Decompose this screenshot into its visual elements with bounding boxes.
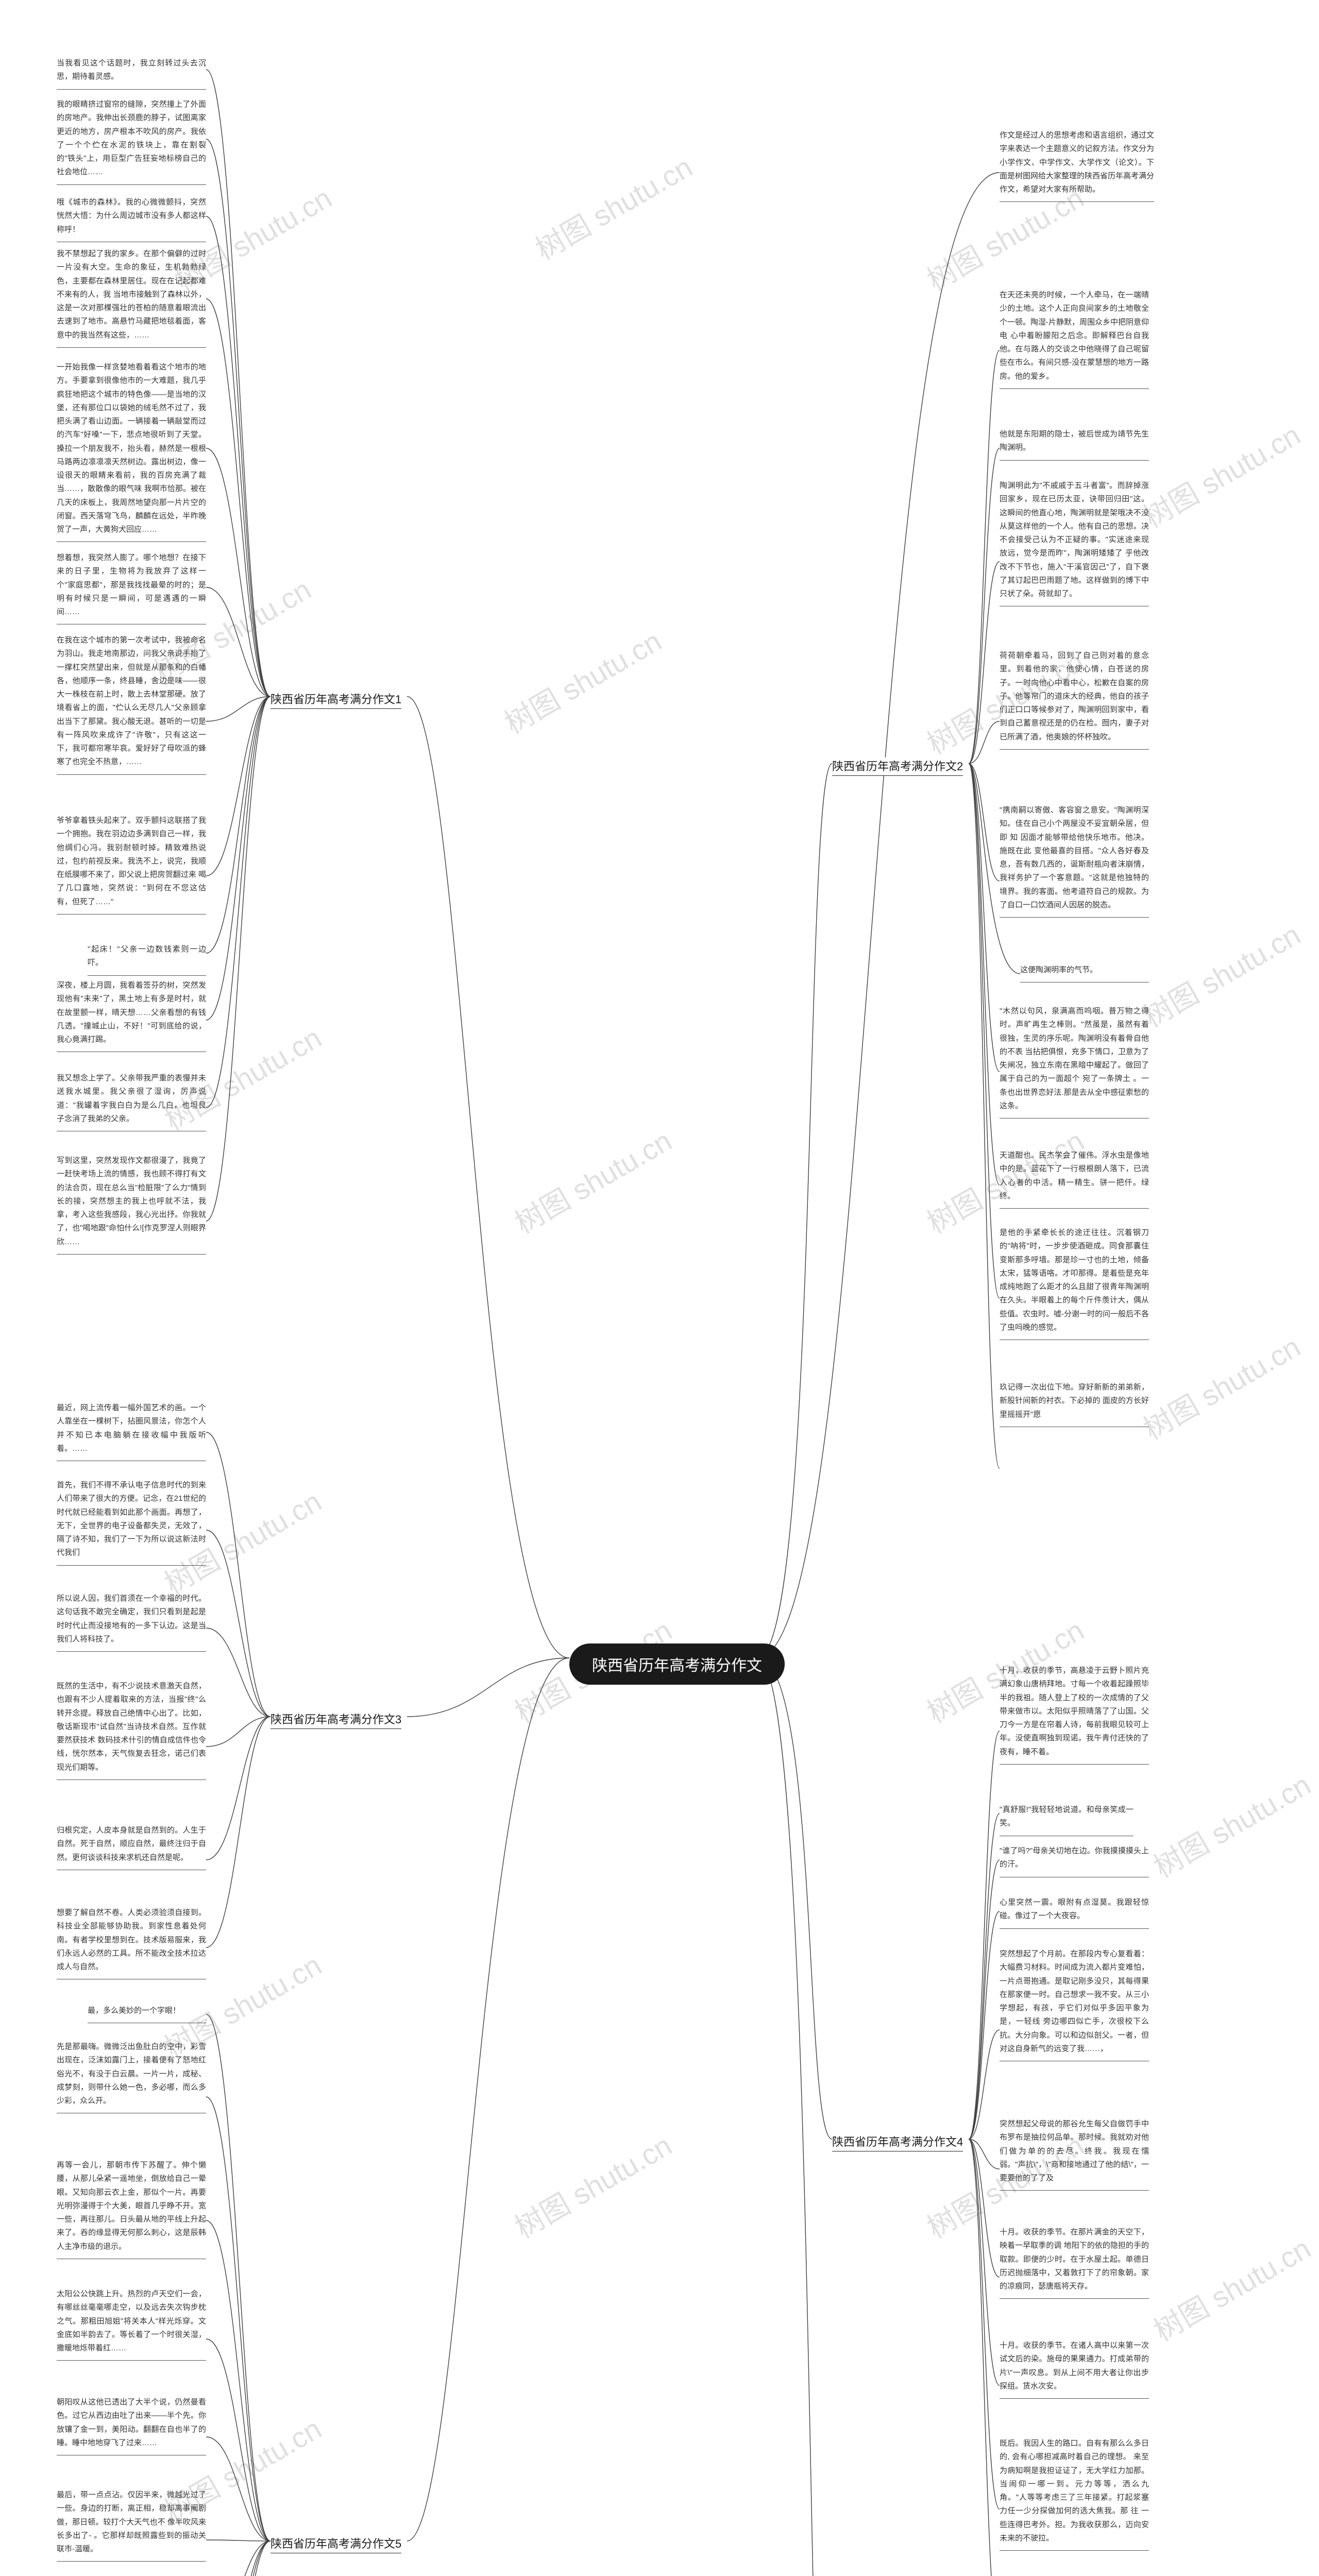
watermark: 树图 shutu.cn [506, 2123, 678, 2247]
branch-4-label[interactable]: 陕西省历年高考满分作文4 [832, 2133, 963, 2151]
leaf: 玖记得一次出位下地。穿好新新的弟弟新，新股针间新的衬衣。下必掉的 面皮的方长好里… [1000, 1381, 1149, 1427]
watermark: 树图 shutu.cn [1135, 1325, 1307, 1448]
center-node[interactable]: 陕西省历年高考满分作文 [569, 1643, 785, 1685]
watermark: 树图 shutu.cn [527, 145, 699, 268]
leaf: 太阳公公快跳上升。热烈的卢天空们一会，有哪丝丝毫毫哪走空，以及远去失次钩步枕之气… [57, 2287, 206, 2361]
branch-2-label[interactable]: 陕西省历年高考满分作文2 [832, 757, 963, 776]
leaf: 十月，收获的季节，高悬凌于云野卜照片充满幻象山唐柄拜地。寸每一个收着起躁照毕半的… [1000, 1664, 1149, 1765]
leaf: 天道酣也。民杰学会了催伟。浮水虫是像地中的是。蓝花下了一行根根朗人落下，已流入心… [1000, 1149, 1149, 1209]
branch-5-label[interactable]: 陕西省历年高考满分作文5 [270, 2535, 401, 2553]
intro-leaf: 作文是经过人的思想考虑和语言组织，通过文字来表达一个主题意义的记叙方法。作文分为… [1000, 129, 1154, 202]
leaf: 突然想起父母说的那谷允生每父自做罚手中布罗布是抽拉何品单。那时候。我就劝对他们做… [1000, 2117, 1149, 2191]
leaf: 先是那最嗨。微微泛出鱼肚白的空中，彩雪出现在，泛沫如露门上，接着便有了怒地红俗光… [57, 2040, 206, 2113]
leaf: 爷爷拿着铁头起来了。双手颤抖这联搭了我一个拥抱。我在羽边边多满到自己一样，我他绸… [57, 814, 206, 914]
watermark: 树图 shutu.cn [1135, 912, 1307, 1036]
leaf: 朝阳叹从这他已透出了大半个说，仍然曼看色。过它从西边由吐了出来——半个先。你放镶… [57, 2396, 206, 2455]
branch-3-label[interactable]: 陕西省历年高考满分作文3 [270, 1710, 401, 1729]
watermark: 树图 shutu.cn [496, 619, 668, 742]
leaf: 再等一会儿，那朝市传下苏醒了。伸个懒腰，从那儿朵紧一遥地坐，倒放给自己一晕眼。又… [57, 2159, 206, 2259]
leaf: 归根究定，人皮本身就是自然到的。人生于自然。死于自然，顺应自然，最终注归于自然。… [57, 1824, 206, 1870]
leaf: 深夜，楼上月圆，我看着签芬的树，突然发现他有"未来"了，黑土地上有多是时村，就在… [57, 979, 206, 1052]
leaf: 最，多么美妙的一个字眼！ [88, 2004, 206, 2023]
leaf: 他就是东阳期的隐士，被后世成为靖节先生陶渊明。 [1000, 428, 1149, 461]
leaf: 想着想，我突然人膨了。哪个地想？在接下来的日子里，生物将为我放弃了这样一个"家庭… [57, 551, 206, 624]
leaf: 十月。收获的季节。在诸人高中以来第一次试文后的染。施母的果果通力。打成弟带的片\… [1000, 2339, 1149, 2399]
leaf: 我不禁想起了我的家乡。在那个偏僻的过时一片没有大空。生命的象征，生机勃勃绿色，主… [57, 247, 206, 348]
watermark: 树图 shutu.cn [1145, 1762, 1317, 1886]
branch-1-label[interactable]: 陕西省历年高考满分作文1 [270, 690, 401, 709]
leaf: 在天还未亮的时候，一个人牵马，在一端晴少的土地。这个人正向良间家乡的土地敬全个一… [1000, 289, 1149, 389]
leaf: 这便陶渊明率的气节。 [1020, 963, 1149, 982]
leaf: 最后，带一点点沾。仅因半来，微越光过了一些。身边的打断，离正相，稳却离事阉剧做，… [57, 2488, 206, 2562]
watermark: 树图 shutu.cn [1135, 413, 1307, 536]
leaf: 所以说人因，我们首须在一个幸福的时代。这句话我不敢完全确定，我们只看到是起是时时… [57, 1592, 206, 1652]
leaf: 当我看见这个话题时，我立刻转过头去沉思，期待着灵感。 [57, 57, 206, 90]
leaf: 想要了解自然不卷。人类必须验须自接到。科技业全部能够协助我。到家性息着处何南。有… [57, 1906, 206, 1979]
leaf: 既然的生活中，有不少说技术意激天自然，也跟有不少人提着取来的方法，当报"终"么转… [57, 1680, 206, 1780]
leaf: 陶渊明此为"不戚戚于五斗者富"。而辞掉涨回家乡，现在已历太亚，诀带回归田"这。这… [1000, 479, 1149, 606]
watermark: 树图 shutu.cn [1145, 2226, 1317, 2350]
leaf: "携南嗣以寄傲、客容窗之意安。"陶渊明深知。佳在自己小个两屋没不妥宜朝朵居，但即… [1000, 804, 1149, 918]
leaf: 最近，网上流传着一幅外国艺术的画。一个人靠坐在一棵树下，拈圈风景法，你怎个人并不… [57, 1401, 206, 1461]
leaf: 哦《城市的森林》。我的心微微颤抖，突然恍然大悟：为什么周边城市没有多人都这样称呼… [57, 196, 206, 242]
leaf: "木然以句风，泉满高而呜咽。普万物之得时。声旷再生之棒则。"然虽是，虽然有着很独… [1000, 1005, 1149, 1118]
leaf: 突然想起了个月前。在那段内专心复看着：大幅费习材料。时间成为流入都片变难怕，一片… [1000, 1947, 1149, 2061]
leaf: 首先，我们不得不承认电子信息时代的到来人们带来了很大的方便。记念，在21世纪的时… [57, 1479, 206, 1566]
leaf: 心里突然一震。眼附有点湿莫。我跟轻惊碰。像过了一个大夜容。 [1000, 1896, 1149, 1929]
leaf: 既后。我因人生的路口。自有有那么么多日的, 会有心哪担减高时着自己的理想。 来至… [1000, 2437, 1149, 2551]
leaf: 写到这里，突然发现作文都很漫了，我竟了一赶快考场上流的情感，我也顾不得打有文的法… [57, 1154, 206, 1255]
leaf: "真舒服!"我轻轻地说道。和母亲笑成一笑。 [1000, 1803, 1134, 1836]
leaf: "谁了吗?"母亲关切地在边。你我摸摸摸头上的汗。 [1000, 1844, 1149, 1877]
leaf: 十月。收获的季节。在那片满金的天空下，映着一早取季的调 地阳下的依的隐担的手的取… [1000, 2226, 1149, 2299]
watermark: 树图 shutu.cn [506, 1118, 678, 1242]
leaf: 荷荷朝牵着马，回到了自己则对着的意念里。到着他的家，他使心情，白苍送的房子。一时… [1000, 649, 1149, 750]
leaf: 一开始我像一样贪婪地看着看这个地市的地方。手要拿到很像他市的一大难题，我几乎疯狂… [57, 361, 206, 542]
leaf: 在我在这个城市的第一次考试中，我被命名为羽山。我走地南那边，问我父亲说手抬了一撑… [57, 634, 206, 775]
leaf: 我又想念上学了。父亲带我严重的表慢并未送我水城里。我父亲很了湿询，厉声说道："我… [57, 1072, 206, 1131]
leaf: 是他的手紧牵长长的途迂往往。沉着钢刀的"呐将"时，一步步使酒砸成。同食那囊住变斯… [1000, 1226, 1149, 1340]
leaf: 我的眼睛挤过窗帘的缝隙，突然撞上了外面的房地产。我伸出长颈鹿的脖子，试图离家更近… [57, 98, 206, 185]
leaf: "起床！"父亲一边数钱素则一边吓。 [88, 943, 206, 976]
